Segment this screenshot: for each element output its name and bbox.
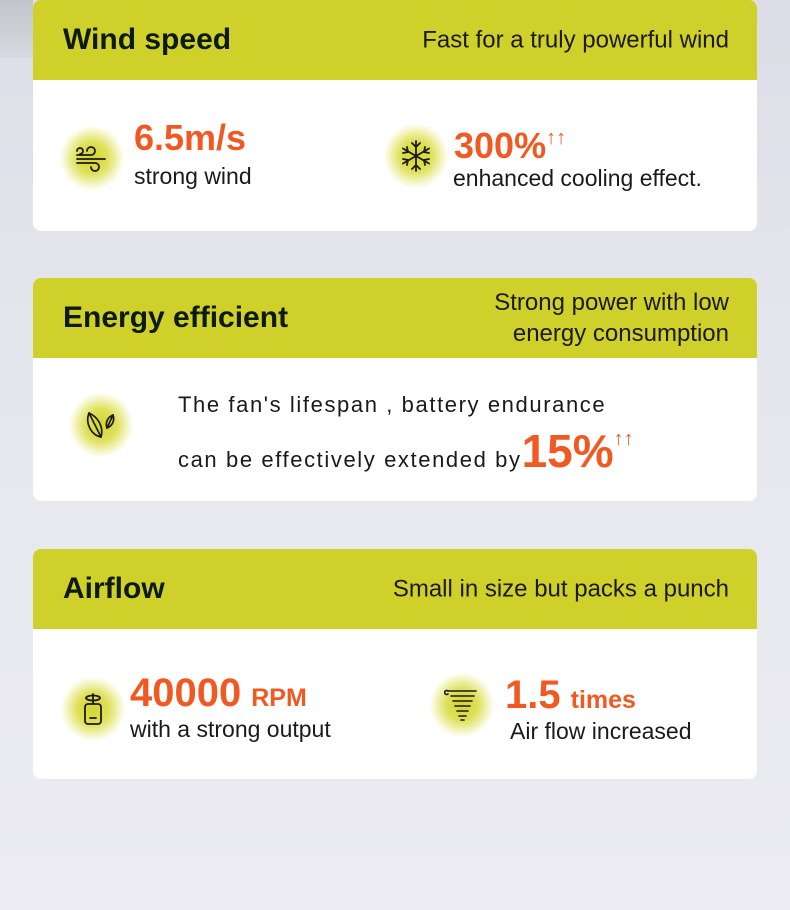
airflow-value: 1.5 <box>505 673 561 717</box>
wind-speed-label: strong wind <box>134 163 252 189</box>
card-header: Wind speed Fast for a truly powerful win… <box>33 0 757 80</box>
wind-icon <box>60 126 124 190</box>
subtitle-line-2: energy consumption <box>512 320 729 347</box>
wind-speed-value: 6.5m/s <box>134 117 247 158</box>
up-arrows-icon: ↑↑ <box>546 127 567 149</box>
tornado-icon <box>430 673 494 737</box>
cooling-percent: 300% <box>454 125 547 166</box>
cooling-label: enhanced cooling effect. <box>453 165 702 191</box>
efficiency-value: 15%↑↑ <box>522 425 634 477</box>
leaf-icon <box>69 393 133 457</box>
rpm-value: 40000 <box>130 671 242 715</box>
card-title: Airflow <box>63 572 165 605</box>
subtitle-line-1: Strong power with low <box>494 289 729 316</box>
card-subtitle: Fast for a truly powerful wind <box>422 26 729 54</box>
efficiency-line-2: can be effectively extended by15%↑↑ <box>178 424 634 478</box>
energy-efficient-card: Energy efficient Strong power with low e… <box>33 278 757 501</box>
rpm-unit: RPM <box>251 684 307 712</box>
card-title: Energy efficient <box>63 301 289 334</box>
battery-rotor-icon <box>61 677 125 741</box>
efficiency-percent: 15% <box>521 425 614 477</box>
card-header: Energy efficient Strong power with low e… <box>33 278 757 358</box>
wind-speed-card: Wind speed Fast for a truly powerful win… <box>33 0 757 231</box>
airflow-unit: times <box>570 686 636 714</box>
rpm-label: with a strong output <box>130 716 331 742</box>
snowflake-icon <box>384 124 448 188</box>
efficiency-text: can be effectively extended by <box>178 447 522 472</box>
airflow-card: Airflow Small in size but packs a punch … <box>33 549 757 779</box>
card-title: Wind speed <box>63 23 232 56</box>
efficiency-line-1: The fan's lifespan , battery endurance <box>178 392 607 417</box>
up-arrows-icon: ↑↑ <box>613 428 634 450</box>
airflow-label: Air flow increased <box>510 718 692 744</box>
card-header: Airflow Small in size but packs a punch <box>33 549 757 629</box>
background-decoration <box>0 0 33 58</box>
cooling-value: 300%↑↑ <box>454 118 566 166</box>
card-subtitle: Small in size but packs a punch <box>392 575 729 603</box>
card-subtitle: Strong power with low energy consumption <box>494 287 729 349</box>
